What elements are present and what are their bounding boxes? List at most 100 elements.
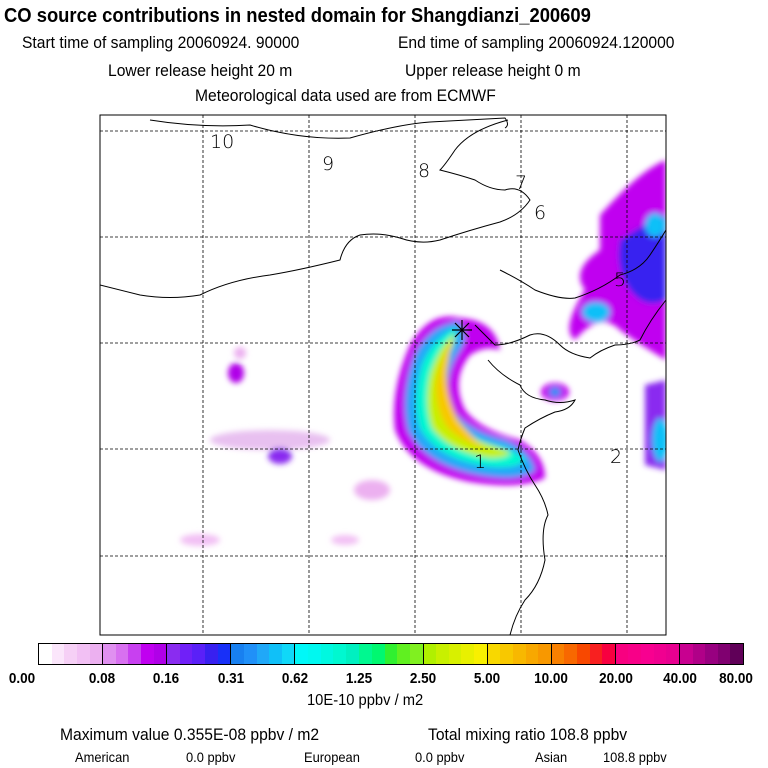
contour-label-8: 8 bbox=[418, 160, 430, 182]
colorbar-swatch bbox=[217, 644, 231, 664]
met-data-source: Meteorological data used are from ECMWF bbox=[195, 86, 496, 105]
colorbar-swatch bbox=[692, 644, 706, 664]
colorbar-swatch bbox=[359, 644, 373, 664]
colorbar-swatch bbox=[730, 644, 744, 664]
colorbar-swatch bbox=[577, 644, 590, 664]
european-value: 0.0 ppbv bbox=[415, 749, 465, 765]
colorbar-swatch bbox=[205, 644, 218, 664]
colorbar-group bbox=[39, 644, 104, 664]
colorbar-swatch bbox=[89, 644, 103, 664]
contour-label-5: 5 bbox=[614, 269, 626, 291]
colorbar-unit: 10E-10 ppbv / m2 bbox=[307, 692, 424, 709]
american-label: American bbox=[75, 749, 130, 765]
colorbar-group bbox=[359, 644, 424, 664]
receptor-marker-icon bbox=[452, 320, 472, 340]
colorbar-swatch bbox=[589, 644, 603, 664]
colorbar-swatch bbox=[76, 644, 90, 664]
colorbar-swatch bbox=[384, 644, 398, 664]
colorbar-group bbox=[423, 644, 488, 664]
colorbar-swatch bbox=[397, 644, 410, 664]
colorbar-tick-label: 0.08 bbox=[89, 670, 116, 687]
colorbar-group bbox=[679, 644, 744, 664]
colorbar-swatch bbox=[564, 644, 577, 664]
end-time: End time of sampling 20060924.120000 bbox=[398, 33, 675, 52]
colorbar-swatch bbox=[179, 644, 193, 664]
colorbar-swatch bbox=[653, 644, 667, 664]
colorbar-tick-label: 0.00 bbox=[8, 670, 36, 687]
colorbar-swatch bbox=[372, 644, 385, 664]
asian-label: Asian bbox=[535, 749, 568, 765]
colorbar-swatch bbox=[448, 644, 462, 664]
colorbar-swatch bbox=[474, 644, 487, 664]
colorbar-swatch bbox=[256, 644, 270, 664]
map-gridlines bbox=[100, 115, 666, 635]
colorbar-group bbox=[295, 644, 360, 664]
colorbar-swatch bbox=[666, 644, 679, 664]
coastlines bbox=[100, 117, 666, 635]
map-frame bbox=[99, 114, 667, 636]
plot-title: CO source contributions in nested domain… bbox=[4, 5, 591, 27]
colorbar-swatch bbox=[641, 644, 654, 664]
colorbar-swatch bbox=[500, 644, 513, 664]
colorbar-tick-label: 2.50 bbox=[409, 670, 437, 687]
colorbar-tick-label: 1.25 bbox=[345, 670, 373, 687]
colorbar-swatch bbox=[269, 644, 282, 664]
colorbar-group bbox=[487, 644, 552, 664]
colorbar-swatch bbox=[243, 644, 257, 664]
colorbar-swatch bbox=[436, 644, 449, 664]
colorbar-swatch bbox=[409, 644, 423, 664]
colorbar-tick-label: 80.00 bbox=[719, 670, 753, 687]
colorbar-swatch bbox=[717, 644, 731, 664]
colorbar-swatch bbox=[602, 644, 615, 664]
colorbar-swatch bbox=[512, 644, 526, 664]
colorbar-swatch bbox=[140, 644, 154, 664]
contour-label-10: 10 bbox=[210, 131, 234, 153]
colorbar-swatch bbox=[423, 644, 437, 664]
upper-release-height: Upper release height 0 m bbox=[405, 61, 581, 80]
contour-label-9: 9 bbox=[322, 153, 334, 175]
colorbar-swatch bbox=[64, 644, 77, 664]
map-plot: 10 9 8 7 6 5 2 1 bbox=[99, 114, 667, 636]
start-time: Start time of sampling 20060924. 90000 bbox=[22, 33, 300, 52]
colorbar-swatch bbox=[103, 644, 116, 664]
colorbar-swatch bbox=[345, 644, 359, 664]
colorbar-swatch bbox=[192, 644, 206, 664]
colorbar-tick-label: 0.16 bbox=[153, 670, 180, 687]
colorbar-swatch bbox=[628, 644, 642, 664]
colorbar-swatch bbox=[231, 644, 244, 664]
colorbar-swatch bbox=[461, 644, 475, 664]
colorbar-tick-label: 0.62 bbox=[281, 670, 308, 687]
colorbar-swatch bbox=[525, 644, 539, 664]
colorbar-group bbox=[103, 644, 168, 664]
colorbar-swatch bbox=[153, 644, 167, 664]
colorbar-group bbox=[167, 644, 232, 664]
colorbar-group bbox=[615, 644, 680, 664]
colorbar-tick-label: 10.00 bbox=[534, 670, 569, 687]
max-value: Maximum value 0.355E-08 ppbv / m2 bbox=[60, 725, 320, 744]
colorbar-swatch bbox=[705, 644, 718, 664]
colorbar-swatch bbox=[538, 644, 551, 664]
contour-label-7: 7 bbox=[515, 172, 527, 194]
lower-release-height: Lower release height 20 m bbox=[108, 61, 293, 80]
colorbar-swatch bbox=[615, 644, 629, 664]
colorbar-swatch bbox=[167, 644, 180, 664]
asian-value: 108.8 ppbv bbox=[603, 749, 667, 765]
colorbar-swatch bbox=[333, 644, 346, 664]
concentration-field bbox=[180, 160, 666, 546]
contour-label-2: 2 bbox=[610, 446, 622, 468]
total-mixing-ratio: Total mixing ratio 108.8 ppbv bbox=[428, 725, 628, 744]
colorbar-tick-label: 0.31 bbox=[217, 670, 244, 687]
colorbar-swatch bbox=[39, 644, 52, 664]
colorbar-group bbox=[231, 644, 296, 664]
colorbar-tick-label: 20.00 bbox=[598, 670, 633, 687]
colorbar-swatch bbox=[551, 644, 565, 664]
colorbar-swatch bbox=[115, 644, 129, 664]
american-value: 0.0 ppbv bbox=[186, 749, 236, 765]
colorbar-swatch bbox=[308, 644, 321, 664]
european-label: European bbox=[304, 749, 360, 765]
contour-label-1: 1 bbox=[474, 451, 486, 473]
colorbar-swatch bbox=[320, 644, 334, 664]
colorbar-swatch bbox=[51, 644, 65, 664]
contour-label-6: 6 bbox=[534, 202, 546, 224]
colorbar-tick-label: 40.00 bbox=[662, 670, 697, 687]
